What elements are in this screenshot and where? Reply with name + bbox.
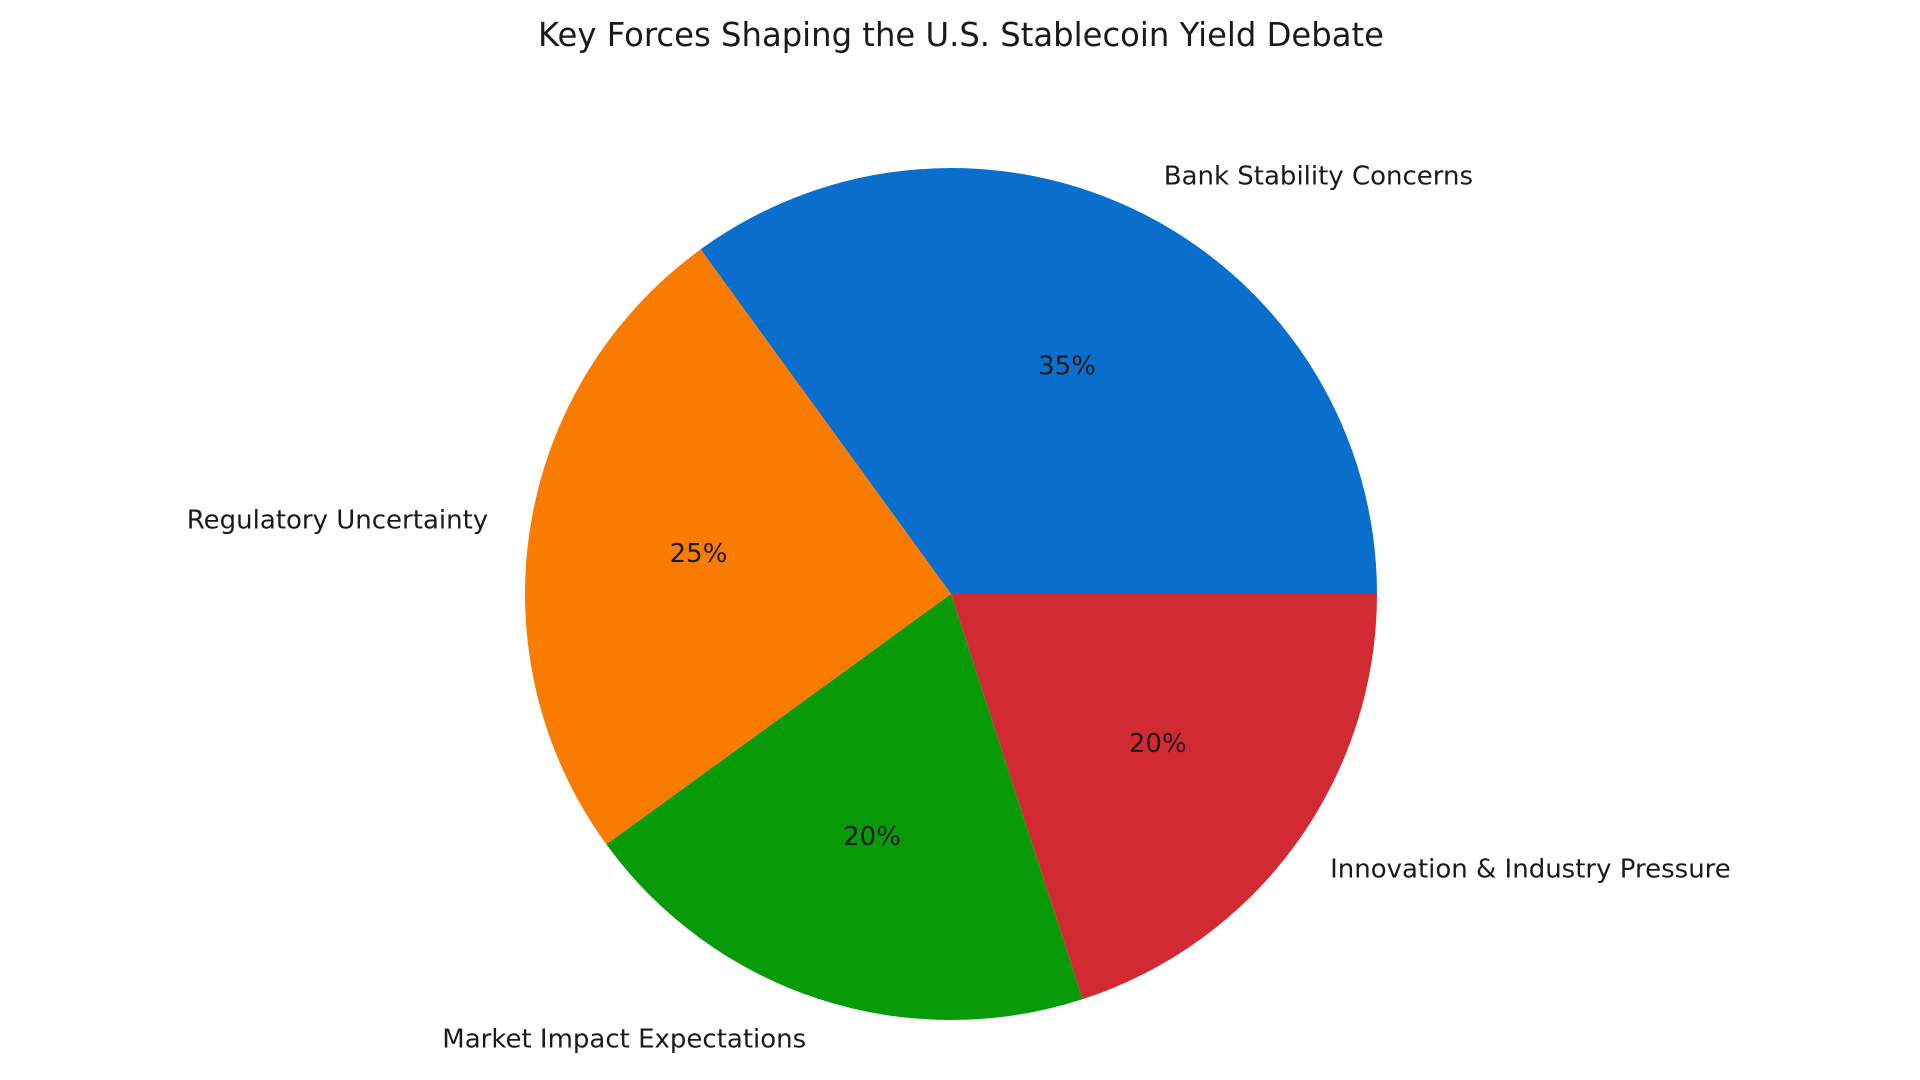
category-labels: Bank Stability Concerns Regulatory Uncert… bbox=[187, 161, 1731, 1054]
category-label: Innovation & Industry Pressure bbox=[1330, 854, 1731, 884]
pie-slices bbox=[524, 167, 1377, 1021]
category-label: Regulatory Uncertainty bbox=[187, 506, 488, 536]
chart-title: Key Forces Shaping the U.S. Stablecoin Y… bbox=[538, 15, 1384, 54]
percent-label: 20% bbox=[843, 822, 901, 852]
percent-label: 20% bbox=[1129, 729, 1187, 759]
pie-slice bbox=[700, 167, 1377, 594]
percent-label: 35% bbox=[1038, 351, 1096, 381]
category-label: Bank Stability Concerns bbox=[1164, 161, 1473, 191]
percent-label: 25% bbox=[670, 539, 728, 569]
pie-slice bbox=[524, 249, 951, 845]
percent-labels: 35% 25% 20% 20% bbox=[670, 351, 1187, 852]
pie-slice bbox=[606, 594, 1083, 1021]
pie-slice bbox=[951, 594, 1377, 1000]
category-label: Market Impact Expectations bbox=[442, 1025, 806, 1055]
